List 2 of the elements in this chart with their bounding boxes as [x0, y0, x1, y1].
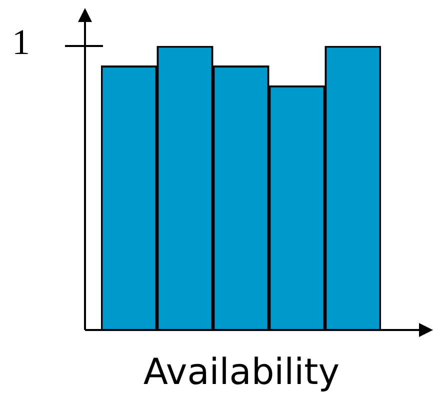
- x-axis-title: Availability: [142, 352, 341, 393]
- text: 1: [12, 22, 30, 62]
